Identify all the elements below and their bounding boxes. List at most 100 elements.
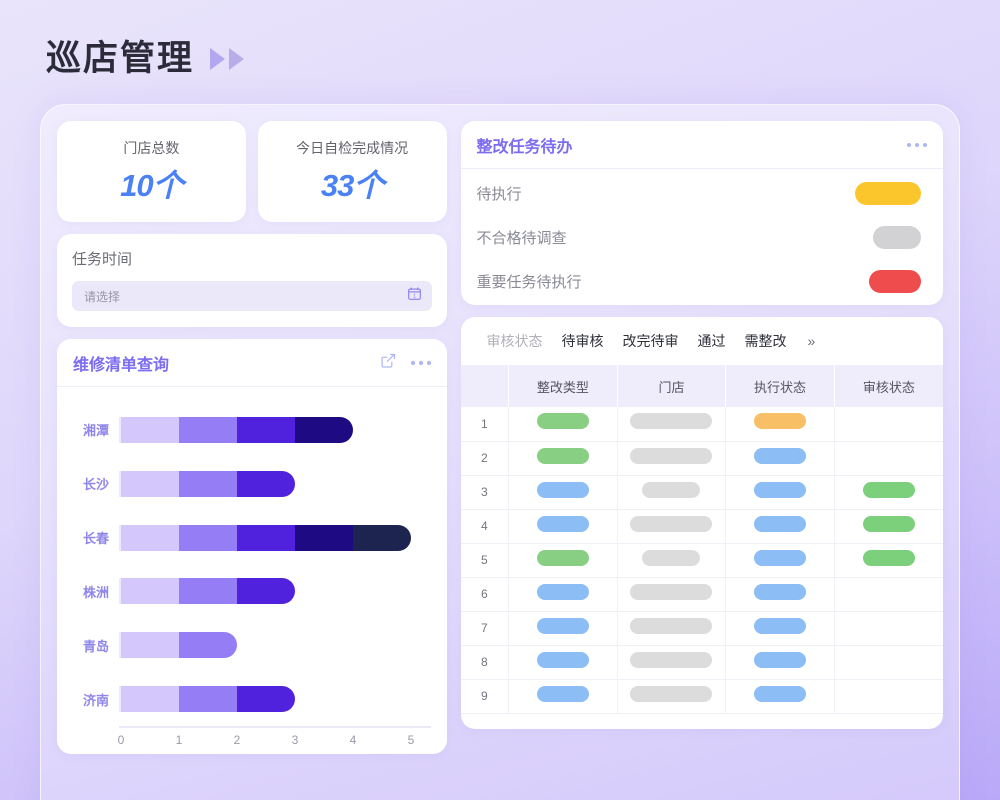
table-cell [508, 543, 618, 578]
chart-plot-area: 湘潭 长沙 长春 株洲 青岛 济南 0 1 2 3 4 5 [57, 387, 447, 754]
chart-stacked-bar[interactable] [121, 470, 295, 497]
table-cell-badge [754, 413, 807, 430]
chart-bar-segment [121, 470, 179, 497]
todo-row[interactable]: 待执行 [461, 173, 943, 213]
todo-row-label: 不合格待调查 [476, 229, 567, 247]
table-row[interactable]: 8 [460, 645, 943, 680]
todo-status-badge [869, 269, 921, 293]
table-cell [508, 509, 618, 544]
table-cell-badge [754, 549, 807, 566]
table-row[interactable]: 3 [460, 475, 943, 510]
task-time-date-input[interactable]: 请选择 1 [72, 281, 432, 311]
rectification-table-card: 审核状态 待审核 改完待审 通过 需整改 » 整改类型 门店 执行状态 [460, 317, 943, 729]
stat-label: 门店总数 [123, 140, 180, 156]
more-dots-icon[interactable] [410, 360, 431, 365]
chart-category-label: 长沙 [82, 477, 109, 493]
chart-x-tick-label: 1 [175, 733, 183, 747]
chart-stacked-bar[interactable] [121, 632, 237, 659]
table-col-store: 门店 [617, 365, 727, 407]
table-cell [834, 543, 943, 578]
share-external-link-icon[interactable] [380, 352, 397, 374]
table-row[interactable]: 5 [460, 543, 943, 578]
chart-stacked-bar[interactable] [121, 416, 353, 443]
table-row[interactable]: 9 [460, 679, 943, 714]
chart-category-label: 长春 [82, 531, 109, 547]
table-cell-badge [862, 481, 915, 498]
chart-bar-segment [237, 578, 295, 605]
todo-status-badge [873, 225, 921, 249]
table-col-audit-status: 审核状态 [834, 365, 943, 407]
table-cell [508, 577, 618, 612]
table-cell [725, 679, 835, 714]
page-header: 巡店管理 [46, 30, 245, 81]
filter-tab-needs-rectify[interactable]: 需整改 [744, 333, 787, 349]
table-cell [725, 475, 835, 510]
table-row[interactable]: 1 [460, 407, 943, 442]
filter-tab-passed[interactable]: 通过 [697, 333, 726, 349]
filter-tab-fixed-pending[interactable]: 改完待审 [622, 333, 679, 349]
chart-bar-segment [121, 416, 179, 443]
table-cell-badge [630, 413, 713, 430]
table-cell [834, 475, 943, 510]
todo-status-badge [855, 181, 921, 205]
table-cell [725, 509, 835, 544]
table-cell [725, 407, 835, 442]
table-row-index: 9 [460, 679, 510, 714]
chart-stacked-bar[interactable] [121, 524, 411, 551]
chart-title: 维修清单查询 [73, 356, 170, 374]
table-row[interactable]: 7 [460, 611, 943, 646]
table-cell [617, 509, 727, 544]
table-cell-badge [754, 685, 807, 702]
table-cell [725, 611, 835, 646]
table-cell-badge [754, 617, 807, 634]
chart-x-axis: 0 1 2 3 4 5 [117, 726, 431, 748]
chart-bar-segment [179, 416, 237, 443]
table-cell [508, 645, 618, 680]
table-cell-badge [536, 447, 589, 464]
chart-card-header: 维修清单查询 [57, 339, 447, 387]
table-row-index: 3 [460, 475, 510, 510]
chart-bar-row: 长春 [63, 524, 431, 551]
table-cell-badge [536, 617, 589, 634]
table-cell [834, 645, 943, 680]
chart-bar-track [119, 524, 431, 551]
table-cell-badge [862, 515, 915, 532]
table-col-exec-status: 执行状态 [725, 365, 835, 407]
filter-overflow-chevron-icon[interactable]: » [807, 333, 816, 349]
chart-bar-row: 湘潭 [63, 416, 431, 443]
todo-row[interactable]: 不合格待调查 [461, 217, 943, 257]
chart-bar-segment [121, 578, 179, 605]
todo-row-label: 重要任务待执行 [476, 273, 582, 291]
table-cell-badge [630, 685, 713, 702]
table-cell-badge [754, 481, 807, 498]
table-cell-badge [862, 549, 915, 566]
chart-bar-segment [353, 524, 411, 551]
table-cell-badge [536, 583, 589, 600]
table-row-index: 4 [460, 509, 510, 544]
table-row[interactable]: 4 [460, 509, 943, 544]
table-cell [508, 407, 618, 442]
task-time-label: 任务时间 [72, 251, 133, 268]
more-dots-icon[interactable] [907, 142, 927, 147]
chart-stacked-bar[interactable] [121, 578, 295, 605]
play-arrow-icon [210, 47, 226, 70]
chart-bar-segment [121, 686, 179, 713]
chart-x-tick-label: 4 [349, 733, 357, 747]
table-cell-badge [754, 447, 807, 464]
table-cell-badge [754, 515, 807, 532]
chart-category-label: 湘潭 [82, 423, 109, 439]
chart-bar-segment [237, 470, 295, 497]
audit-status-filter-bar: 审核状态 待审核 改完待审 通过 需整改 » [461, 317, 943, 365]
calendar-icon[interactable]: 1 [407, 286, 422, 306]
todo-row[interactable]: 重要任务待执行 [461, 261, 943, 301]
chart-bar-segment [237, 686, 295, 713]
chart-stacked-bar[interactable] [121, 686, 295, 713]
stat-card-today-selfcheck: 今日自检完成情况 33个 [257, 121, 447, 222]
table-row[interactable]: 2 [460, 441, 943, 476]
chart-x-tick-label: 0 [117, 733, 125, 747]
table-row[interactable]: 6 [460, 577, 943, 612]
chart-category-label: 济南 [82, 692, 109, 708]
table-cell-badge [536, 413, 589, 430]
table-cell-badge [536, 515, 589, 532]
filter-tab-pending-audit[interactable]: 待审核 [561, 333, 604, 349]
